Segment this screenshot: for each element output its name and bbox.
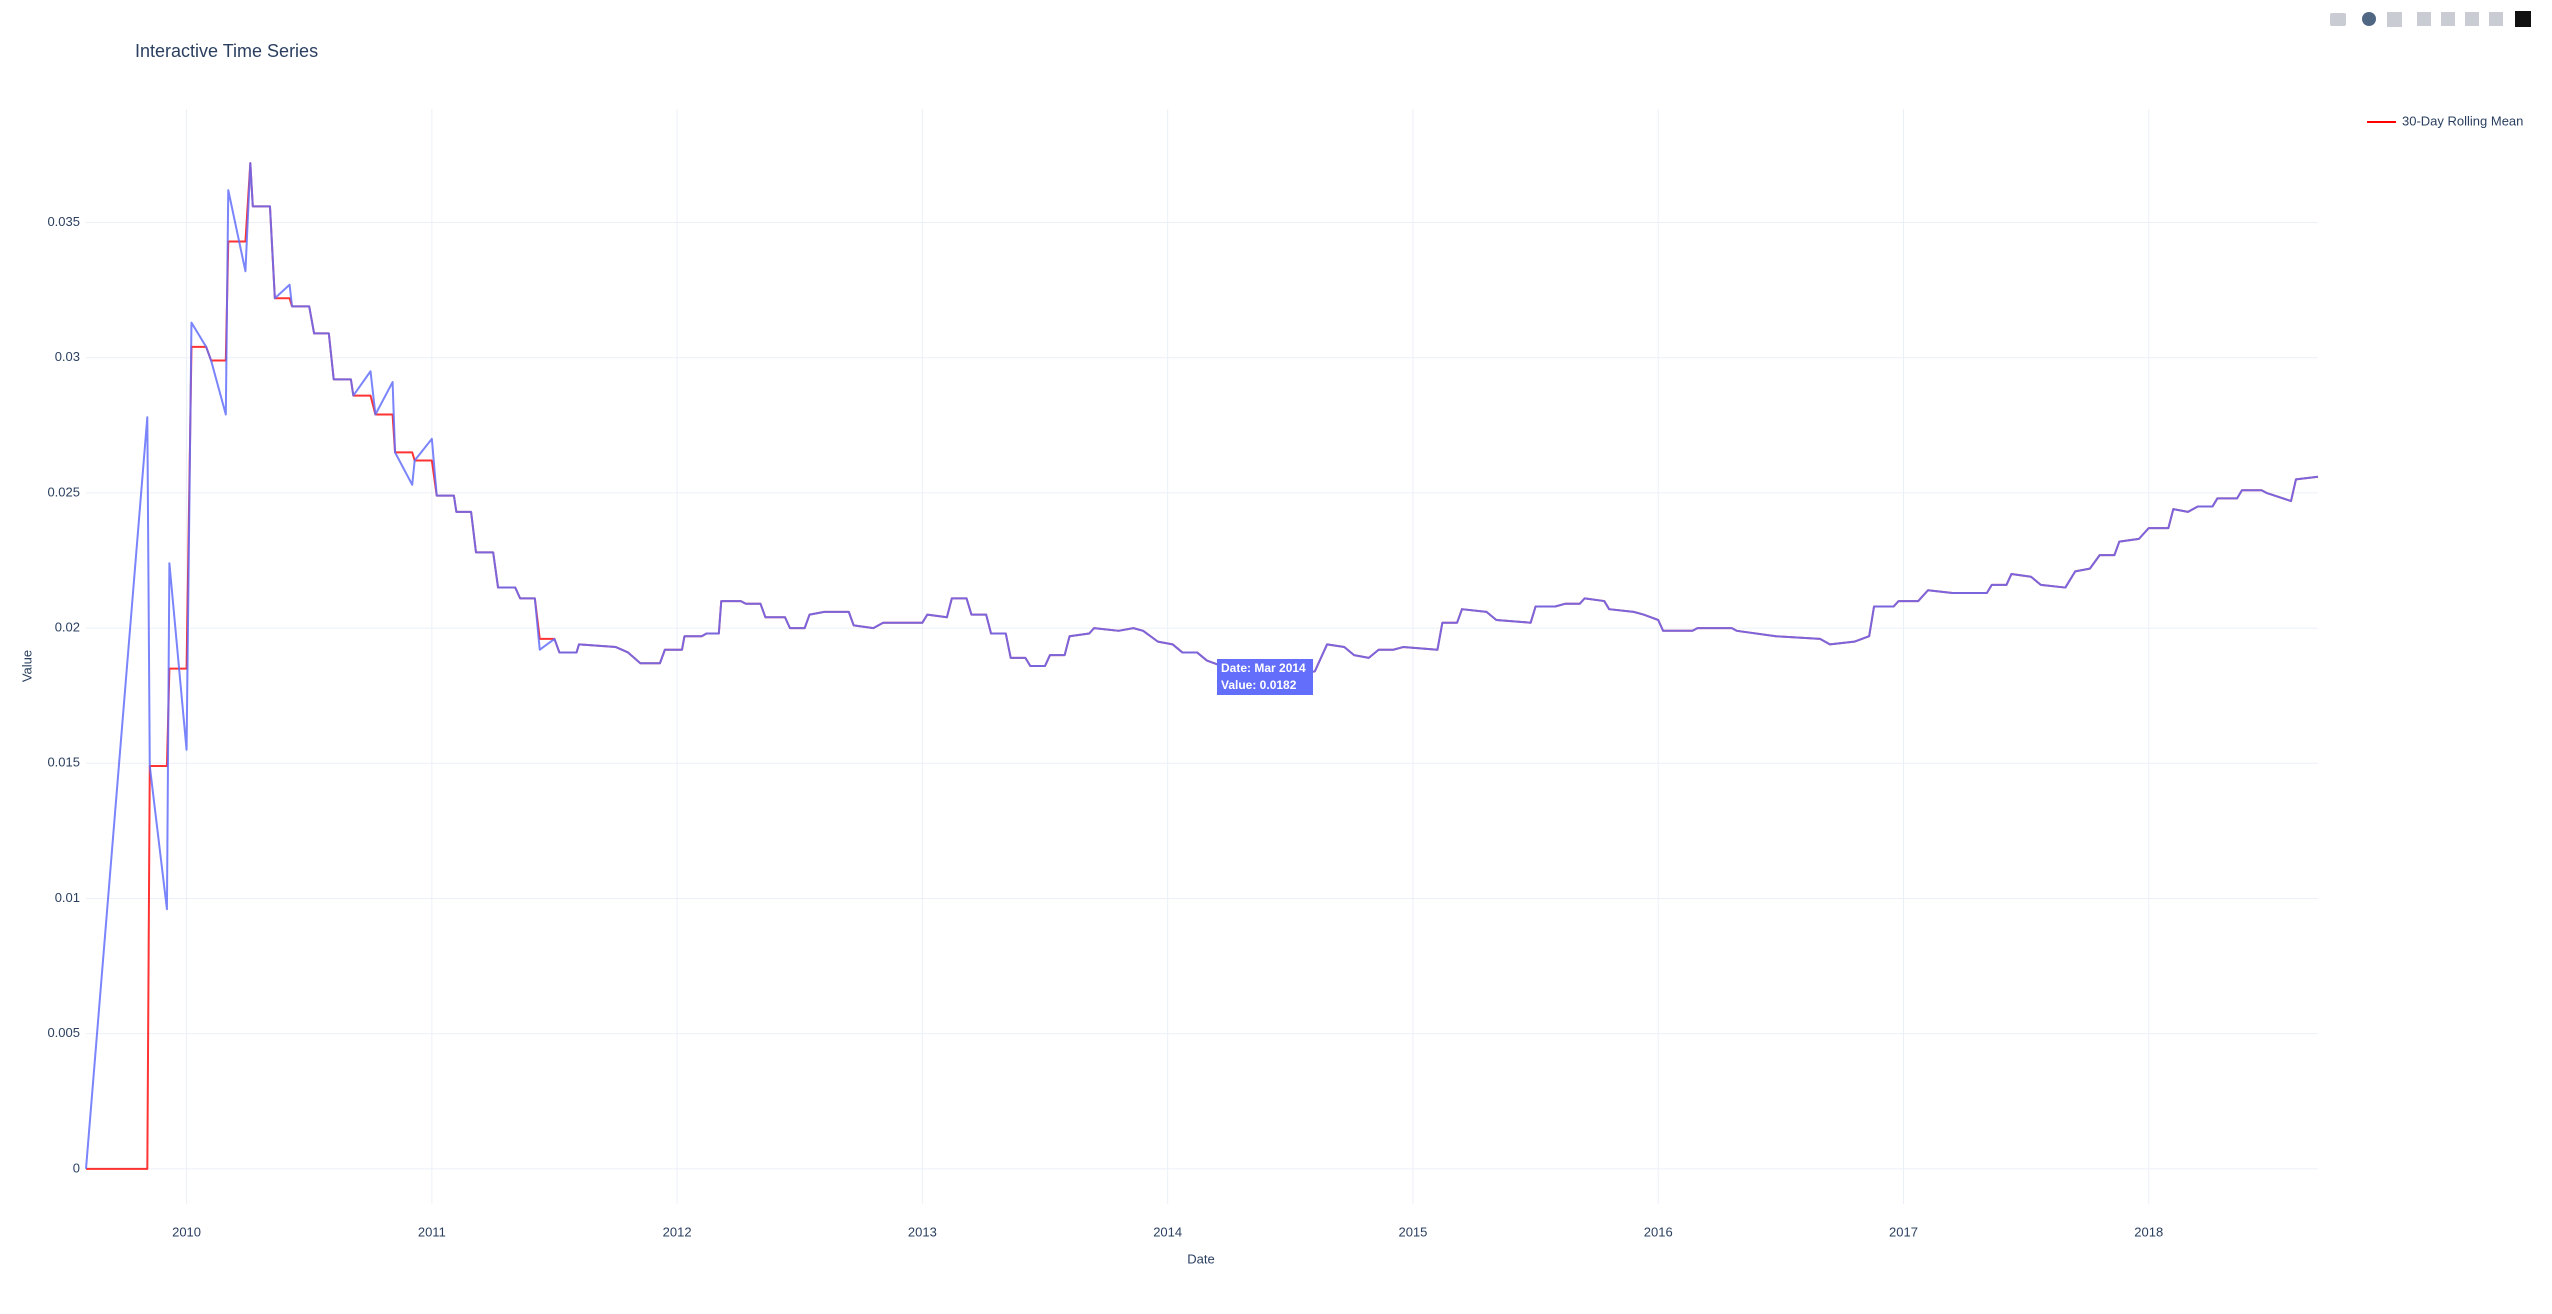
x-tick-label: 2017 xyxy=(1889,1224,1918,1239)
y-tick-label: 0.005 xyxy=(47,1025,80,1040)
chart-title: Interactive Time Series xyxy=(135,41,318,61)
autoscale-icon[interactable] xyxy=(2465,12,2479,26)
plot-lines xyxy=(85,162,2319,1170)
reset-icon[interactable] xyxy=(2489,12,2503,26)
plotly-logo[interactable] xyxy=(2515,11,2531,27)
y-tick-label: 0.03 xyxy=(55,349,80,364)
y-tick-label: 0 xyxy=(73,1160,80,1175)
camera-icon[interactable] xyxy=(2330,13,2346,26)
legend: 30-Day Rolling Mean xyxy=(2367,113,2523,128)
y-tick-label: 0.025 xyxy=(47,484,80,499)
y-tick-label: 0.015 xyxy=(47,755,80,770)
zoom-icon[interactable] xyxy=(2362,12,2376,26)
x-tick-label: 2018 xyxy=(2134,1224,2163,1239)
tooltip-line: Date: Mar 2014 xyxy=(1221,661,1306,675)
y-tick-label: 0.035 xyxy=(47,214,80,229)
series-line xyxy=(86,162,2319,1170)
x-tick-label: 2016 xyxy=(1644,1224,1673,1239)
tooltip-line: Value: 0.0182 xyxy=(1221,678,1297,692)
y-axis-title: Value xyxy=(19,650,34,682)
x-tick-label: 2010 xyxy=(172,1224,201,1239)
x-tick-label: 2014 xyxy=(1153,1224,1182,1239)
series-line xyxy=(85,162,2319,1169)
legend-label: 30-Day Rolling Mean xyxy=(2402,113,2523,128)
zoom-out-icon[interactable] xyxy=(2441,12,2455,26)
y-tick-label: 0.01 xyxy=(55,890,80,905)
x-tick-label: 2015 xyxy=(1398,1224,1427,1239)
zoom-in-icon[interactable] xyxy=(2417,12,2431,26)
y-tick-label: 0.02 xyxy=(55,620,80,635)
x-tick-label: 2011 xyxy=(418,1224,446,1239)
grid xyxy=(86,109,2318,1204)
pan-icon[interactable] xyxy=(2387,12,2402,27)
x-tick-label: 2012 xyxy=(663,1224,692,1239)
modebar[interactable] xyxy=(2330,11,2531,27)
x-axis-title: Date xyxy=(1187,1251,1214,1266)
hover-tooltip: Date: Mar 2014 Value: 0.0182 xyxy=(1217,659,1313,695)
x-tick-label: 2013 xyxy=(908,1224,937,1239)
